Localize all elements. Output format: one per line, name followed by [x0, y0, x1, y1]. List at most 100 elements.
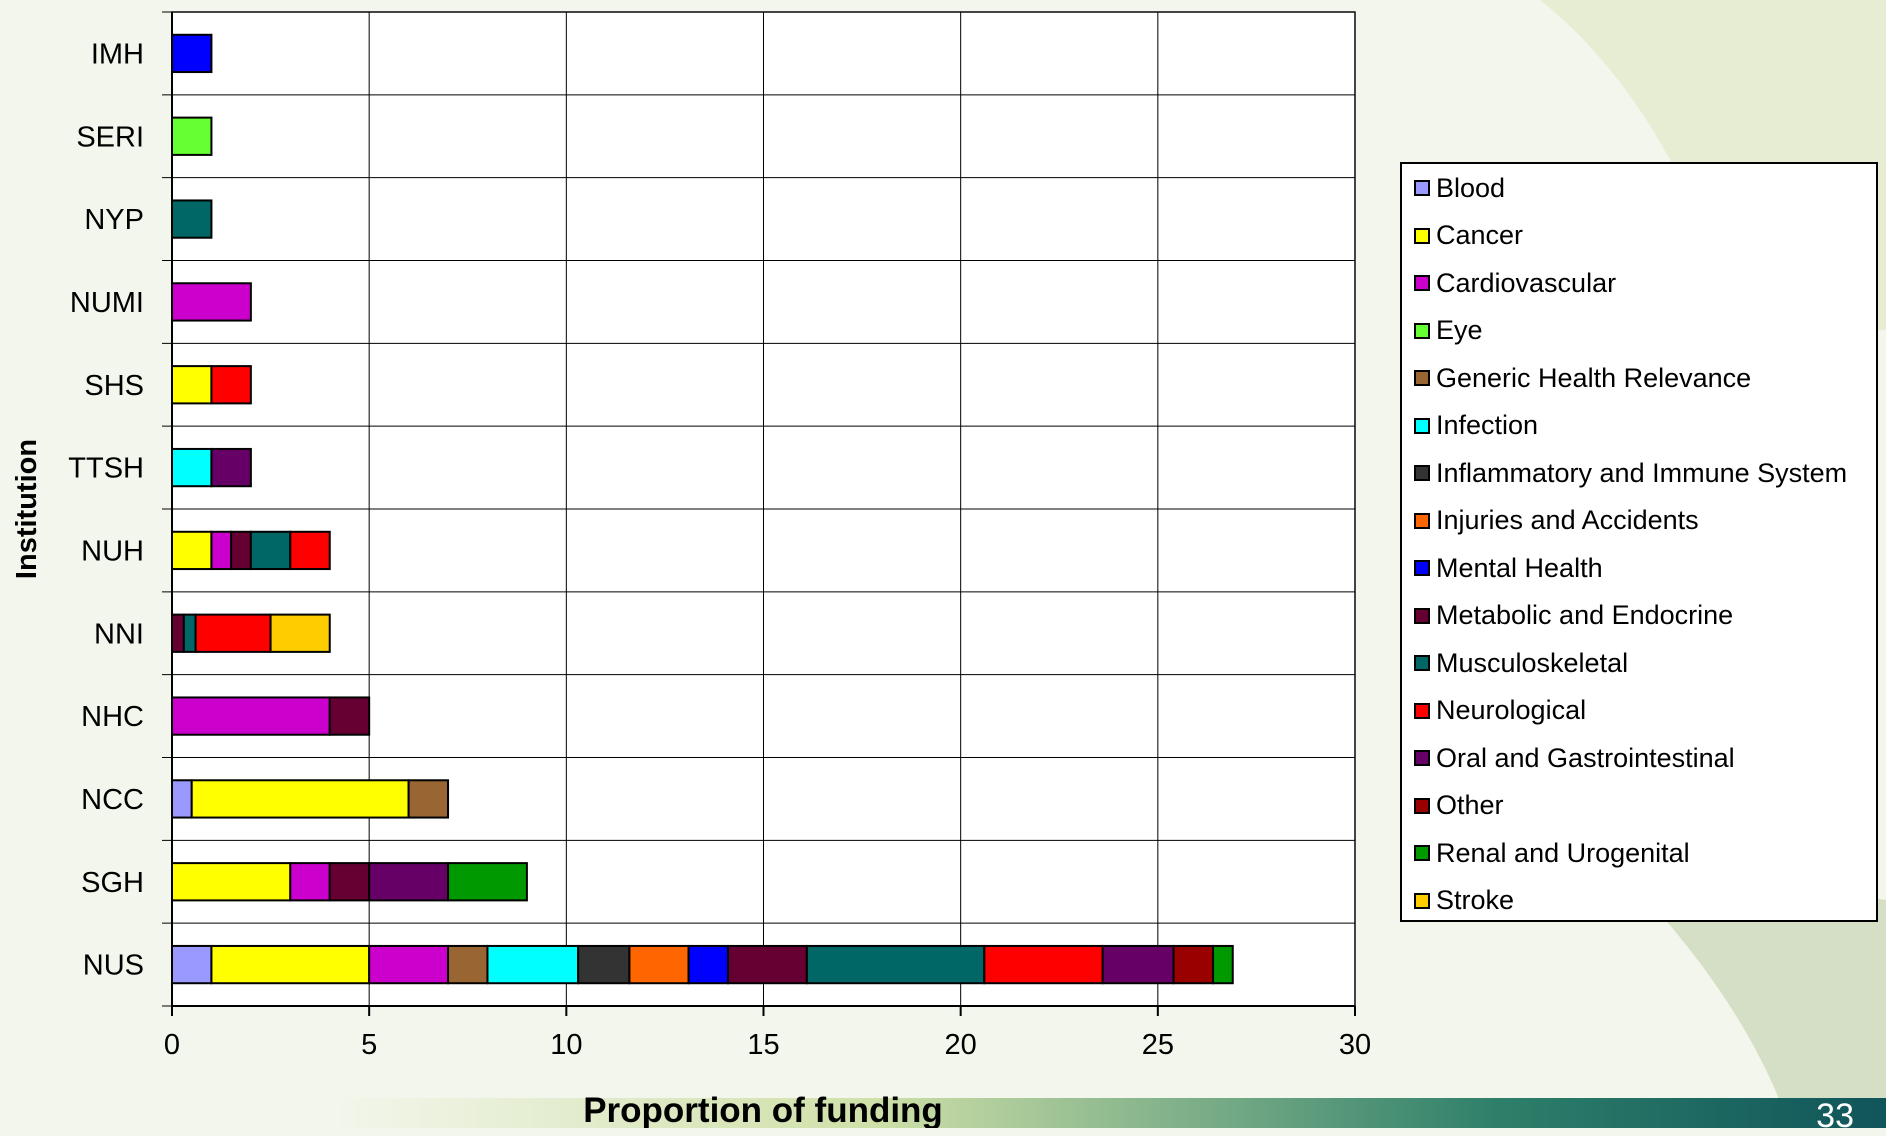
- x-tick-label: 5: [361, 1029, 377, 1061]
- legend-swatch: [1414, 465, 1430, 481]
- bar-segment: [727, 944, 808, 985]
- legend-item: Inflammatory and Immune System: [1414, 455, 1847, 491]
- y-tick-label: SERI: [76, 121, 144, 153]
- legend-label: Injuries and Accidents: [1436, 505, 1699, 535]
- bar-segment: [171, 696, 331, 736]
- legend-label: Cancer: [1436, 220, 1524, 250]
- bar-segment: [210, 944, 371, 985]
- y-tick-label: SGH: [81, 867, 144, 899]
- y-tick-label: NNI: [94, 618, 144, 650]
- legend-swatch: [1414, 607, 1430, 624]
- y-tick-label: NCC: [81, 784, 144, 816]
- bar-segment: [171, 447, 213, 488]
- axis-layer: 0 5 10 15 20 25 30 IMH SERI NYP NUMI SHS TTSH NUH NNI N…: [68, 12, 1371, 1061]
- y-tick-label: NYP: [84, 204, 144, 236]
- legend-item: Other: [1414, 788, 1504, 824]
- legend-label: Infection: [1436, 410, 1539, 440]
- x-tick-label: 0: [164, 1029, 180, 1061]
- legend-item: Injuries and Accidents: [1414, 503, 1699, 539]
- legend-swatch: [1414, 180, 1430, 196]
- bar-segment: [171, 116, 213, 156]
- page-number: 33: [1816, 1097, 1854, 1135]
- bar-segment: [368, 862, 450, 902]
- legend-swatch: [1414, 370, 1430, 386]
- bar-segment: [1172, 944, 1215, 985]
- y-tick-label: SHS: [84, 370, 144, 402]
- bar-segment: [210, 447, 252, 488]
- legend-item: Cardiovascular: [1414, 265, 1616, 301]
- legend-swatch: [1414, 655, 1430, 671]
- legend-item: Neurological: [1414, 693, 1586, 729]
- y-tick-label: IMH: [91, 38, 144, 70]
- y-tick-label: NUMI: [70, 287, 144, 319]
- legend-label: Blood: [1436, 172, 1506, 203]
- legend-item: Cancer: [1414, 218, 1523, 254]
- x-tick-label: 20: [945, 1029, 977, 1061]
- legend-label: Other: [1436, 790, 1504, 820]
- legend-item: Generic Health Relevance: [1414, 360, 1751, 396]
- legend-swatch: [1414, 845, 1430, 861]
- bar-segment: [182, 613, 197, 653]
- bar-segment: [171, 282, 252, 322]
- legend-label: Eye: [1436, 315, 1483, 345]
- bar-segment: [628, 944, 690, 985]
- bar-segment: [407, 779, 450, 819]
- y-tick-label: NUH: [81, 535, 144, 567]
- bar-segment: [210, 530, 233, 571]
- bar-segment: [486, 944, 580, 985]
- bar-segment: [171, 862, 292, 902]
- legend-label: Mental Health: [1436, 552, 1603, 583]
- y-axis-title: Institution: [11, 439, 43, 579]
- legend-item: Musculoskeletal: [1414, 645, 1628, 681]
- bar-segment: [1101, 944, 1175, 985]
- grid-layer: [162, 11, 1356, 1007]
- legend-label: Stroke: [1436, 885, 1515, 915]
- x-axis-title: Proportion of funding: [583, 1091, 943, 1128]
- bar-segment: [171, 779, 193, 819]
- bar-segment: [447, 862, 528, 902]
- bar-segment: [289, 530, 331, 571]
- legend-item: Infection: [1414, 408, 1538, 444]
- legend-swatch: [1414, 892, 1430, 909]
- bar-segment: [368, 944, 450, 985]
- legend: Blood Cancer Cardiovascular Eye Generic Heal…: [1400, 162, 1878, 922]
- y-tick-label: TTSH: [68, 453, 144, 485]
- bar-segment: [805, 944, 986, 985]
- legend-item: Eye: [1414, 313, 1483, 349]
- bar-segment: [171, 33, 213, 74]
- bar-segment: [230, 530, 252, 571]
- y-tick-label: NHC: [81, 701, 144, 733]
- bar-segment: [577, 944, 631, 985]
- legend-item: Stroke: [1414, 883, 1514, 919]
- bar-segment: [171, 530, 213, 571]
- bar-segment: [328, 696, 371, 736]
- x-tick-label: 30: [1339, 1029, 1371, 1061]
- bar-segment: [171, 365, 213, 405]
- bar-segment: [447, 944, 489, 985]
- legend-item: Renal and Urogenital: [1414, 835, 1690, 871]
- legend-label: Musculoskeletal: [1436, 647, 1629, 678]
- bar-segment: [190, 779, 410, 819]
- bar-segment: [194, 613, 272, 653]
- legend-label: Cardiovascular: [1436, 267, 1617, 298]
- y-tick-label: NUS: [83, 950, 144, 982]
- background-arc-shape: [1610, 860, 1886, 1128]
- x-tick-label: 25: [1142, 1029, 1174, 1061]
- legend-swatch: [1414, 227, 1430, 244]
- legend-swatch: [1414, 417, 1430, 434]
- legend-label: Inflammatory and Immune System: [1436, 457, 1848, 488]
- legend-swatch: [1414, 797, 1430, 814]
- legend-swatch: [1414, 560, 1430, 576]
- legend-item: Metabolic and Endocrine: [1414, 598, 1733, 634]
- bar-segment: [328, 862, 371, 902]
- bar-segment: [1212, 944, 1234, 985]
- bar-segment: [171, 613, 185, 653]
- legend-swatch: [1414, 512, 1430, 529]
- legend-item: Oral and Gastrointestinal: [1414, 740, 1735, 776]
- footer-band: [330, 1098, 1886, 1128]
- bar-segment: [289, 862, 331, 902]
- legend-swatch: [1414, 322, 1430, 339]
- legend-label: Oral and Gastrointestinal: [1436, 742, 1735, 773]
- bar-segment: [687, 944, 730, 985]
